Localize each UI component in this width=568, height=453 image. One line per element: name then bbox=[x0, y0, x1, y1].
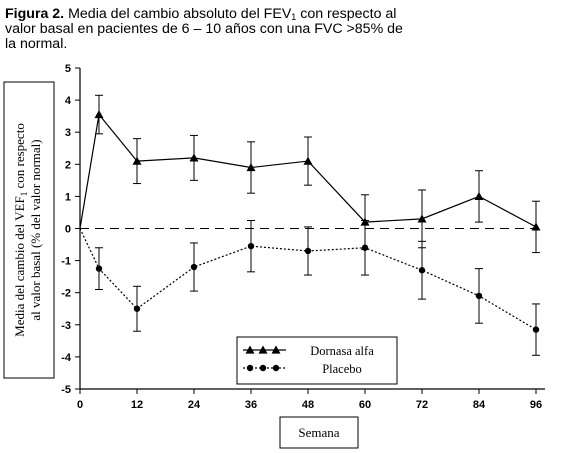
data-point bbox=[189, 153, 199, 162]
data-point bbox=[304, 247, 312, 255]
data-point bbox=[94, 110, 104, 119]
legend: Dornasa alfa Placebo bbox=[243, 344, 374, 376]
data-point bbox=[247, 242, 255, 250]
y-tick-label: -3 bbox=[61, 320, 71, 332]
legend-marker bbox=[246, 364, 254, 372]
x-axis-label: Semana bbox=[298, 425, 339, 440]
x-tick-label: 0 bbox=[77, 399, 83, 411]
y-tick-label: 1 bbox=[65, 191, 71, 203]
legend-marker bbox=[245, 345, 255, 354]
y-tick-label: 0 bbox=[65, 224, 71, 236]
series-placebo bbox=[79, 219, 540, 356]
y-tick-label: 3 bbox=[65, 127, 71, 139]
data-point bbox=[246, 163, 256, 172]
caption-line3: la normal. bbox=[5, 36, 68, 52]
data-point bbox=[303, 156, 313, 165]
x-tick-label: 60 bbox=[359, 399, 371, 411]
data-point bbox=[417, 214, 427, 223]
data-point bbox=[132, 156, 142, 165]
x-tick-labels: 0 12 24 36 48 60 72 84 96 bbox=[77, 399, 542, 411]
y-tick-labels: 5 4 3 2 1 0 -1 -2 -3 -4 -5 bbox=[61, 63, 72, 396]
caption-line1: Media del cambio absoluto del FEV bbox=[68, 6, 292, 22]
ylabel-frame bbox=[3, 81, 55, 379]
xlabel-frame bbox=[279, 416, 359, 449]
legend-frame bbox=[236, 336, 398, 385]
y-tick-label: 2 bbox=[65, 159, 71, 171]
figure-label: Figura 2. bbox=[5, 6, 65, 22]
y-tick-label: 4 bbox=[65, 95, 72, 107]
y-tick-label: 5 bbox=[65, 63, 71, 75]
caption-line1-subscript: 1 bbox=[291, 12, 297, 22]
series-line bbox=[79, 228, 537, 331]
ylabel-line1: Media del cambio del VEF1 con respecto bbox=[12, 123, 29, 337]
ylabel-line2: al valor basal (% del valor normal) bbox=[28, 139, 43, 320]
legend-label: Placebo bbox=[322, 362, 362, 376]
data-point bbox=[531, 222, 541, 231]
data-point bbox=[474, 191, 484, 200]
data-point bbox=[133, 305, 141, 312]
x-tick-label: 48 bbox=[302, 399, 314, 411]
series-line bbox=[79, 113, 537, 229]
series-dornasa bbox=[79, 94, 541, 254]
series-layer bbox=[79, 94, 541, 356]
y-tick-label: -4 bbox=[61, 352, 72, 364]
legend-marker bbox=[258, 345, 268, 354]
x-tick-label: 36 bbox=[245, 399, 257, 411]
data-point bbox=[190, 263, 198, 271]
caption-line2: valor basal en pacientes de 6 – 10 años … bbox=[5, 21, 403, 37]
legend-marker bbox=[271, 345, 281, 354]
x-tick-label: 12 bbox=[131, 399, 143, 411]
legend-label: Dornasa alfa bbox=[310, 344, 374, 358]
data-point bbox=[418, 267, 426, 274]
x-tick-label: 24 bbox=[188, 399, 201, 411]
y-tick-label: -1 bbox=[61, 256, 71, 268]
legend-marker bbox=[259, 364, 267, 372]
data-point bbox=[475, 292, 483, 300]
y-tick-label: -2 bbox=[61, 288, 71, 300]
data-point bbox=[95, 265, 103, 272]
legend-marker bbox=[272, 364, 280, 372]
data-point bbox=[532, 326, 540, 333]
y-tick-label: -5 bbox=[61, 384, 71, 396]
caption-line1-end: con respecto al bbox=[296, 6, 397, 22]
ylabel-group: Media del cambio del VEF1 con respecto a… bbox=[12, 123, 43, 337]
x-tick-label: 96 bbox=[530, 399, 542, 411]
x-tick-label: 72 bbox=[416, 399, 428, 411]
data-point bbox=[361, 244, 369, 251]
figure-caption: Figura 2. Media del cambio absoluto del … bbox=[5, 7, 525, 52]
x-tick-label: 84 bbox=[473, 399, 486, 411]
